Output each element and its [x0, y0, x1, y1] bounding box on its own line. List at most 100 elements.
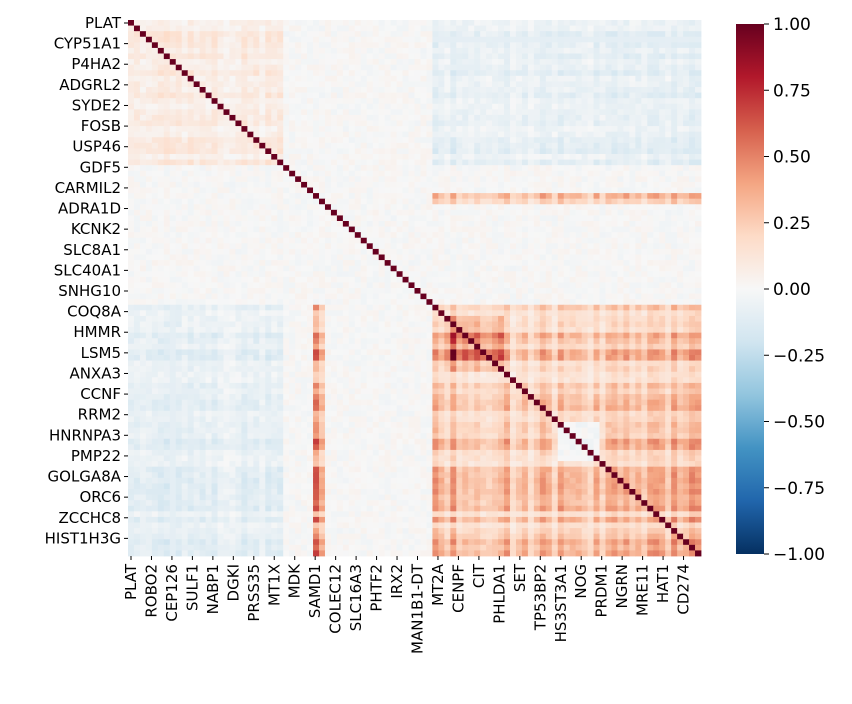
heatmap-cell: [211, 181, 218, 188]
heatmap-cell: [683, 299, 690, 306]
heatmap-cell: [205, 75, 212, 82]
heatmap-cell: [623, 293, 630, 300]
heatmap-cell: [474, 276, 481, 283]
heatmap-cell: [486, 98, 493, 105]
heatmap-cell: [533, 187, 541, 194]
heatmap-cell: [635, 31, 642, 38]
heatmap-cell: [653, 36, 660, 43]
heatmap-cell: [378, 47, 386, 54]
heatmap-cell: [665, 75, 672, 82]
heatmap-cell: [474, 204, 481, 211]
heatmap-cell: [330, 271, 338, 278]
heatmap-cell: [289, 64, 296, 71]
heatmap-cell: [599, 232, 606, 239]
heatmap-cell: [235, 243, 242, 250]
heatmap-cell: [432, 254, 439, 261]
heatmap-cell: [683, 47, 690, 54]
heatmap-cell: [486, 31, 493, 38]
heatmap-cell: [217, 226, 224, 233]
heatmap-cell: [533, 31, 541, 38]
heatmap-cell: [486, 299, 493, 306]
heatmap-cell: [438, 148, 445, 155]
heatmap-cell: [462, 221, 469, 227]
heatmap-cell: [474, 282, 481, 289]
heatmap-cell: [277, 215, 284, 222]
heatmap-cell: [450, 304, 457, 311]
heatmap-cell: [342, 288, 350, 294]
heatmap-cell: [492, 271, 499, 278]
heatmap-cell: [181, 137, 189, 144]
heatmap-cell: [474, 215, 481, 222]
heatmap-cell: [545, 36, 553, 43]
heatmap-cell: [414, 42, 421, 49]
heatmap-cell: [438, 31, 445, 38]
heatmap-cell: [241, 126, 248, 133]
heatmap-cell: [372, 87, 380, 93]
heatmap-cell: [414, 81, 421, 88]
heatmap-cell: [432, 20, 439, 26]
heatmap-cell: [599, 170, 606, 177]
heatmap-cell: [527, 193, 535, 200]
heatmap-cell: [486, 288, 493, 294]
heatmap-cell: [372, 154, 380, 160]
heatmap-cell: [181, 75, 189, 82]
heatmap-cell: [324, 226, 332, 233]
heatmap-cell: [151, 142, 159, 149]
heatmap-cell: [211, 92, 218, 99]
heatmap-cell: [611, 137, 618, 144]
heatmap-cell: [378, 221, 386, 227]
heatmap-cell: [235, 154, 242, 160]
heatmap-cell: [432, 131, 439, 138]
heatmap-cell: [193, 75, 201, 82]
heatmap-cell: [217, 92, 224, 99]
heatmap-cell: [283, 260, 290, 267]
heatmap-cell: [169, 126, 177, 133]
heatmap-cell: [683, 98, 690, 105]
heatmap-cell: [605, 209, 612, 216]
heatmap-cell: [695, 248, 702, 255]
heatmap-cell: [545, 271, 553, 278]
heatmap-cell: [617, 304, 624, 311]
heatmap-cell: [695, 187, 702, 194]
heatmap-cell: [253, 243, 260, 250]
heatmap-cell: [384, 70, 392, 77]
heatmap-cell: [551, 304, 559, 311]
heatmap-cell: [301, 59, 308, 66]
heatmap-cell: [175, 47, 183, 54]
heatmap-cell: [205, 271, 212, 278]
heatmap-cell: [342, 187, 350, 194]
heatmap-cell: [205, 87, 212, 93]
heatmap-cell: [432, 126, 439, 133]
heatmap-cell: [671, 226, 678, 233]
heatmap-cell: [677, 248, 684, 255]
heatmap-cell: [420, 304, 427, 311]
heatmap-cell: [402, 193, 409, 200]
heatmap-cell: [336, 187, 344, 194]
heatmap-cell: [217, 282, 224, 289]
heatmap-cell: [384, 271, 392, 278]
heatmap-cell: [193, 293, 201, 300]
heatmap-cell: [468, 181, 475, 188]
heatmap-cell: [307, 170, 314, 177]
heatmap-cell: [653, 254, 660, 261]
heatmap-cell: [617, 53, 624, 60]
heatmap-cell: [145, 176, 153, 183]
heatmap-cell: [223, 254, 230, 261]
heatmap-cell: [414, 176, 421, 183]
heatmap-cell: [533, 221, 541, 227]
heatmap-cell: [420, 260, 427, 267]
heatmap-cell: [450, 126, 457, 133]
heatmap-cell: [492, 154, 499, 160]
heatmap-cell: [366, 276, 374, 283]
heatmap-cell: [342, 31, 350, 38]
heatmap-cell: [557, 254, 565, 261]
heatmap-cell: [319, 187, 326, 194]
heatmap-cell: [259, 215, 266, 222]
heatmap-cell: [498, 271, 505, 278]
heatmap-cell: [330, 53, 338, 60]
heatmap-cell: [486, 42, 493, 49]
heatmap-cell: [271, 221, 278, 227]
heatmap-cell: [653, 103, 660, 110]
heatmap-cell: [492, 42, 499, 49]
heatmap-cell: [259, 42, 266, 49]
